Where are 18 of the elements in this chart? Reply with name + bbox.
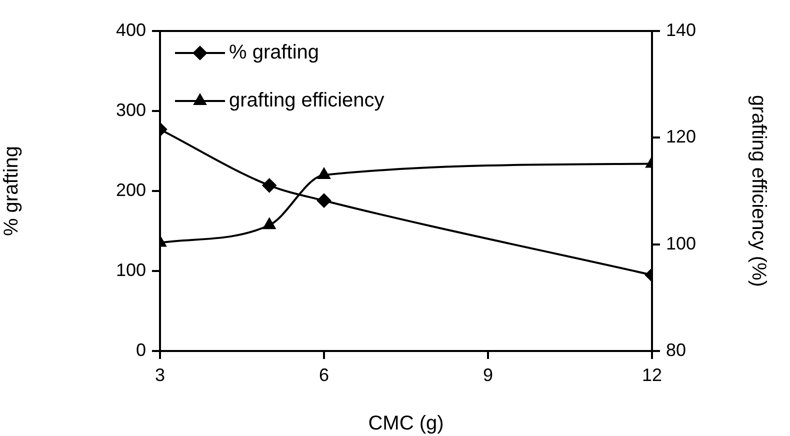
x-tick-label: 3 <box>154 364 166 385</box>
legend-label: % grafting <box>229 42 320 64</box>
y2-axis-title: grafting efficiency (%) <box>747 95 770 287</box>
x-tick-label: 6 <box>318 364 330 385</box>
y-tick-label: 0 <box>136 340 146 360</box>
x-axis-title: CMC (g) <box>368 412 444 435</box>
x-tick-label: 12 <box>642 364 662 385</box>
y2-tick-label: 120 <box>666 126 696 147</box>
y2-tick-label: 140 <box>666 20 696 40</box>
y-tick-label: 300 <box>116 100 146 120</box>
y2-tick-label: 80 <box>666 340 686 360</box>
legend-label: grafting efficiency <box>229 90 384 112</box>
y-tick-label: 400 <box>116 20 146 40</box>
y-tick-label: 100 <box>116 260 146 280</box>
y-tick-label: 200 <box>116 180 146 200</box>
y2-tick-label: 100 <box>666 233 696 254</box>
x-tick-label: 9 <box>482 364 494 385</box>
y-axis-title: % grafting <box>0 146 23 236</box>
